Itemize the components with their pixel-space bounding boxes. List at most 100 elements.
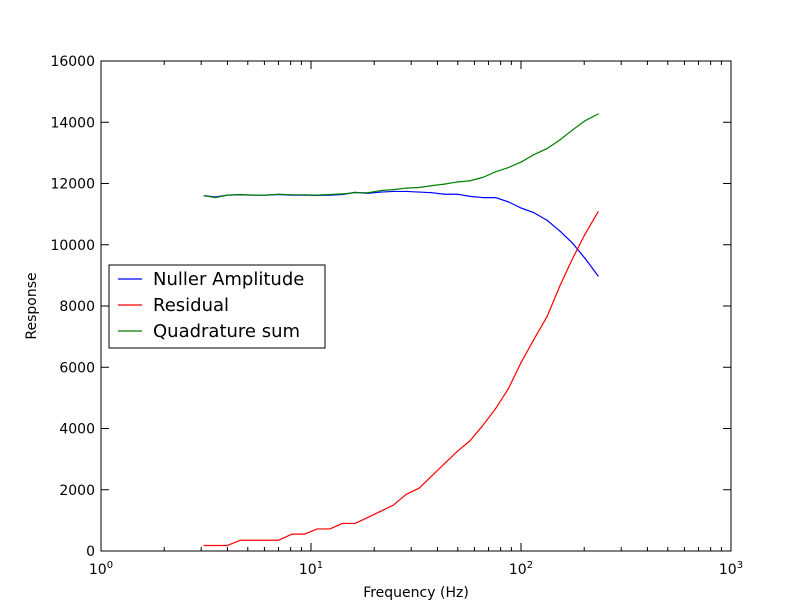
data-point-nuller-amplitude xyxy=(456,193,458,195)
x-axis-ticks: 100 101 102 103 xyxy=(89,61,743,578)
data-point-quadrature-sum xyxy=(507,166,509,169)
data-point-residual xyxy=(354,522,356,525)
data-point-quadrature-sum xyxy=(520,161,522,163)
x-tick-label: 103 xyxy=(719,560,743,578)
data-point-quadrature-sum xyxy=(277,193,280,195)
data-point-quadrature-sum xyxy=(341,193,343,195)
data-point-residual xyxy=(533,339,535,341)
data-point-residual xyxy=(443,463,446,465)
x-axis-label: Frequency (Hz) xyxy=(363,585,469,601)
data-point-residual xyxy=(431,475,433,477)
data-point-residual xyxy=(367,516,369,518)
data-point-residual xyxy=(392,504,395,506)
data-point-residual xyxy=(584,233,586,235)
y-tick-label: 16000 xyxy=(50,54,95,70)
legend-box xyxy=(108,264,326,349)
x-tick-label: 101 xyxy=(299,560,323,578)
data-point-quadrature-sum xyxy=(329,193,331,196)
data-point-quadrature-sum xyxy=(533,154,535,156)
data-point-quadrature-sum xyxy=(239,193,241,196)
y-tick-label: 10000 xyxy=(50,238,95,254)
data-point-residual xyxy=(559,285,561,287)
data-point-nuller-amplitude xyxy=(431,192,433,194)
data-point-quadrature-sum xyxy=(546,147,548,150)
data-point-quadrature-sum xyxy=(405,187,407,189)
data-point-nuller-amplitude xyxy=(559,230,561,232)
data-point-residual xyxy=(482,424,484,427)
data-point-quadrature-sum xyxy=(584,120,586,122)
data-point-residual xyxy=(252,539,254,541)
data-point-quadrature-sum xyxy=(597,113,599,115)
data-point-residual xyxy=(546,316,548,318)
data-point-residual xyxy=(456,450,458,453)
y-axis-ticks: 0 2000 4000 6000 8000 10000 12000 14000 16000 xyxy=(50,54,731,560)
data-point-nuller-amplitude xyxy=(584,257,586,260)
data-point-quadrature-sum xyxy=(303,194,305,196)
data-point-nuller-amplitude xyxy=(546,219,548,221)
data-point-quadrature-sum xyxy=(214,196,216,199)
data-point-quadrature-sum xyxy=(443,183,446,185)
data-point-quadrature-sum xyxy=(482,176,484,178)
legend-label-residual: Residual xyxy=(153,295,229,316)
data-point-residual xyxy=(316,528,318,530)
data-point-residual xyxy=(239,539,241,541)
data-point-quadrature-sum xyxy=(495,171,497,173)
data-point-quadrature-sum xyxy=(354,192,356,194)
legend-label-quadrature-sum: Quadrature sum xyxy=(153,321,300,342)
data-point-residual xyxy=(405,493,407,495)
data-point-nuller-amplitude xyxy=(443,193,446,195)
data-point-residual xyxy=(507,388,509,390)
data-point-nuller-amplitude xyxy=(469,195,471,197)
x-tick-label: 100 xyxy=(89,560,113,578)
data-point-quadrature-sum xyxy=(380,189,382,192)
data-point-residual xyxy=(418,487,420,489)
data-point-residual xyxy=(226,544,229,547)
data-point-quadrature-sum xyxy=(226,194,229,196)
data-point-nuller-amplitude xyxy=(482,196,484,199)
data-point-nuller-amplitude xyxy=(418,191,420,193)
data-point-nuller-amplitude xyxy=(520,207,522,209)
data-point-residual xyxy=(380,510,382,512)
data-point-nuller-amplitude xyxy=(405,190,407,193)
data-point-residual xyxy=(291,533,293,535)
data-point-residual xyxy=(203,544,205,547)
y-tick-label: 2000 xyxy=(59,483,95,499)
y-tick-label: 14000 xyxy=(50,115,95,131)
x-tick-label: 102 xyxy=(509,560,533,578)
y-axis-label: Response xyxy=(24,272,40,339)
legend: Nuller Amplitude Residual Quadrature sum xyxy=(108,264,326,349)
data-point-nuller-amplitude xyxy=(392,190,395,193)
data-point-residual xyxy=(469,440,471,442)
y-tick-label: 6000 xyxy=(59,360,95,376)
data-point-quadrature-sum xyxy=(431,185,433,187)
data-point-quadrature-sum xyxy=(418,186,420,189)
y-tick-label: 4000 xyxy=(59,422,95,438)
series-line-quadrature-sum xyxy=(204,113,599,199)
data-point-quadrature-sum xyxy=(367,192,369,194)
series-layer xyxy=(203,113,599,547)
legend-label-nuller-amplitude: Nuller Amplitude xyxy=(153,269,304,290)
series-line-residual xyxy=(204,211,599,547)
data-point-quadrature-sum xyxy=(456,181,458,183)
data-point-nuller-amplitude xyxy=(571,242,574,244)
data-point-residual xyxy=(303,533,305,535)
data-point-quadrature-sum xyxy=(571,129,574,131)
data-point-residual xyxy=(329,528,331,530)
data-point-quadrature-sum xyxy=(469,180,471,182)
data-point-residual xyxy=(495,407,497,410)
data-point-quadrature-sum xyxy=(392,189,395,191)
data-point-quadrature-sum xyxy=(316,194,318,196)
data-point-residual xyxy=(277,539,280,541)
data-point-residual xyxy=(341,522,343,525)
data-point-residual xyxy=(571,257,574,260)
y-tick-label: 0 xyxy=(86,544,95,560)
data-point-quadrature-sum xyxy=(252,194,254,196)
data-point-quadrature-sum xyxy=(203,195,205,197)
data-point-nuller-amplitude xyxy=(507,201,509,203)
y-tick-label: 12000 xyxy=(50,177,95,193)
data-point-residual xyxy=(214,544,216,547)
data-point-quadrature-sum xyxy=(559,139,561,141)
data-point-residual xyxy=(520,362,522,364)
data-point-quadrature-sum xyxy=(265,194,267,196)
